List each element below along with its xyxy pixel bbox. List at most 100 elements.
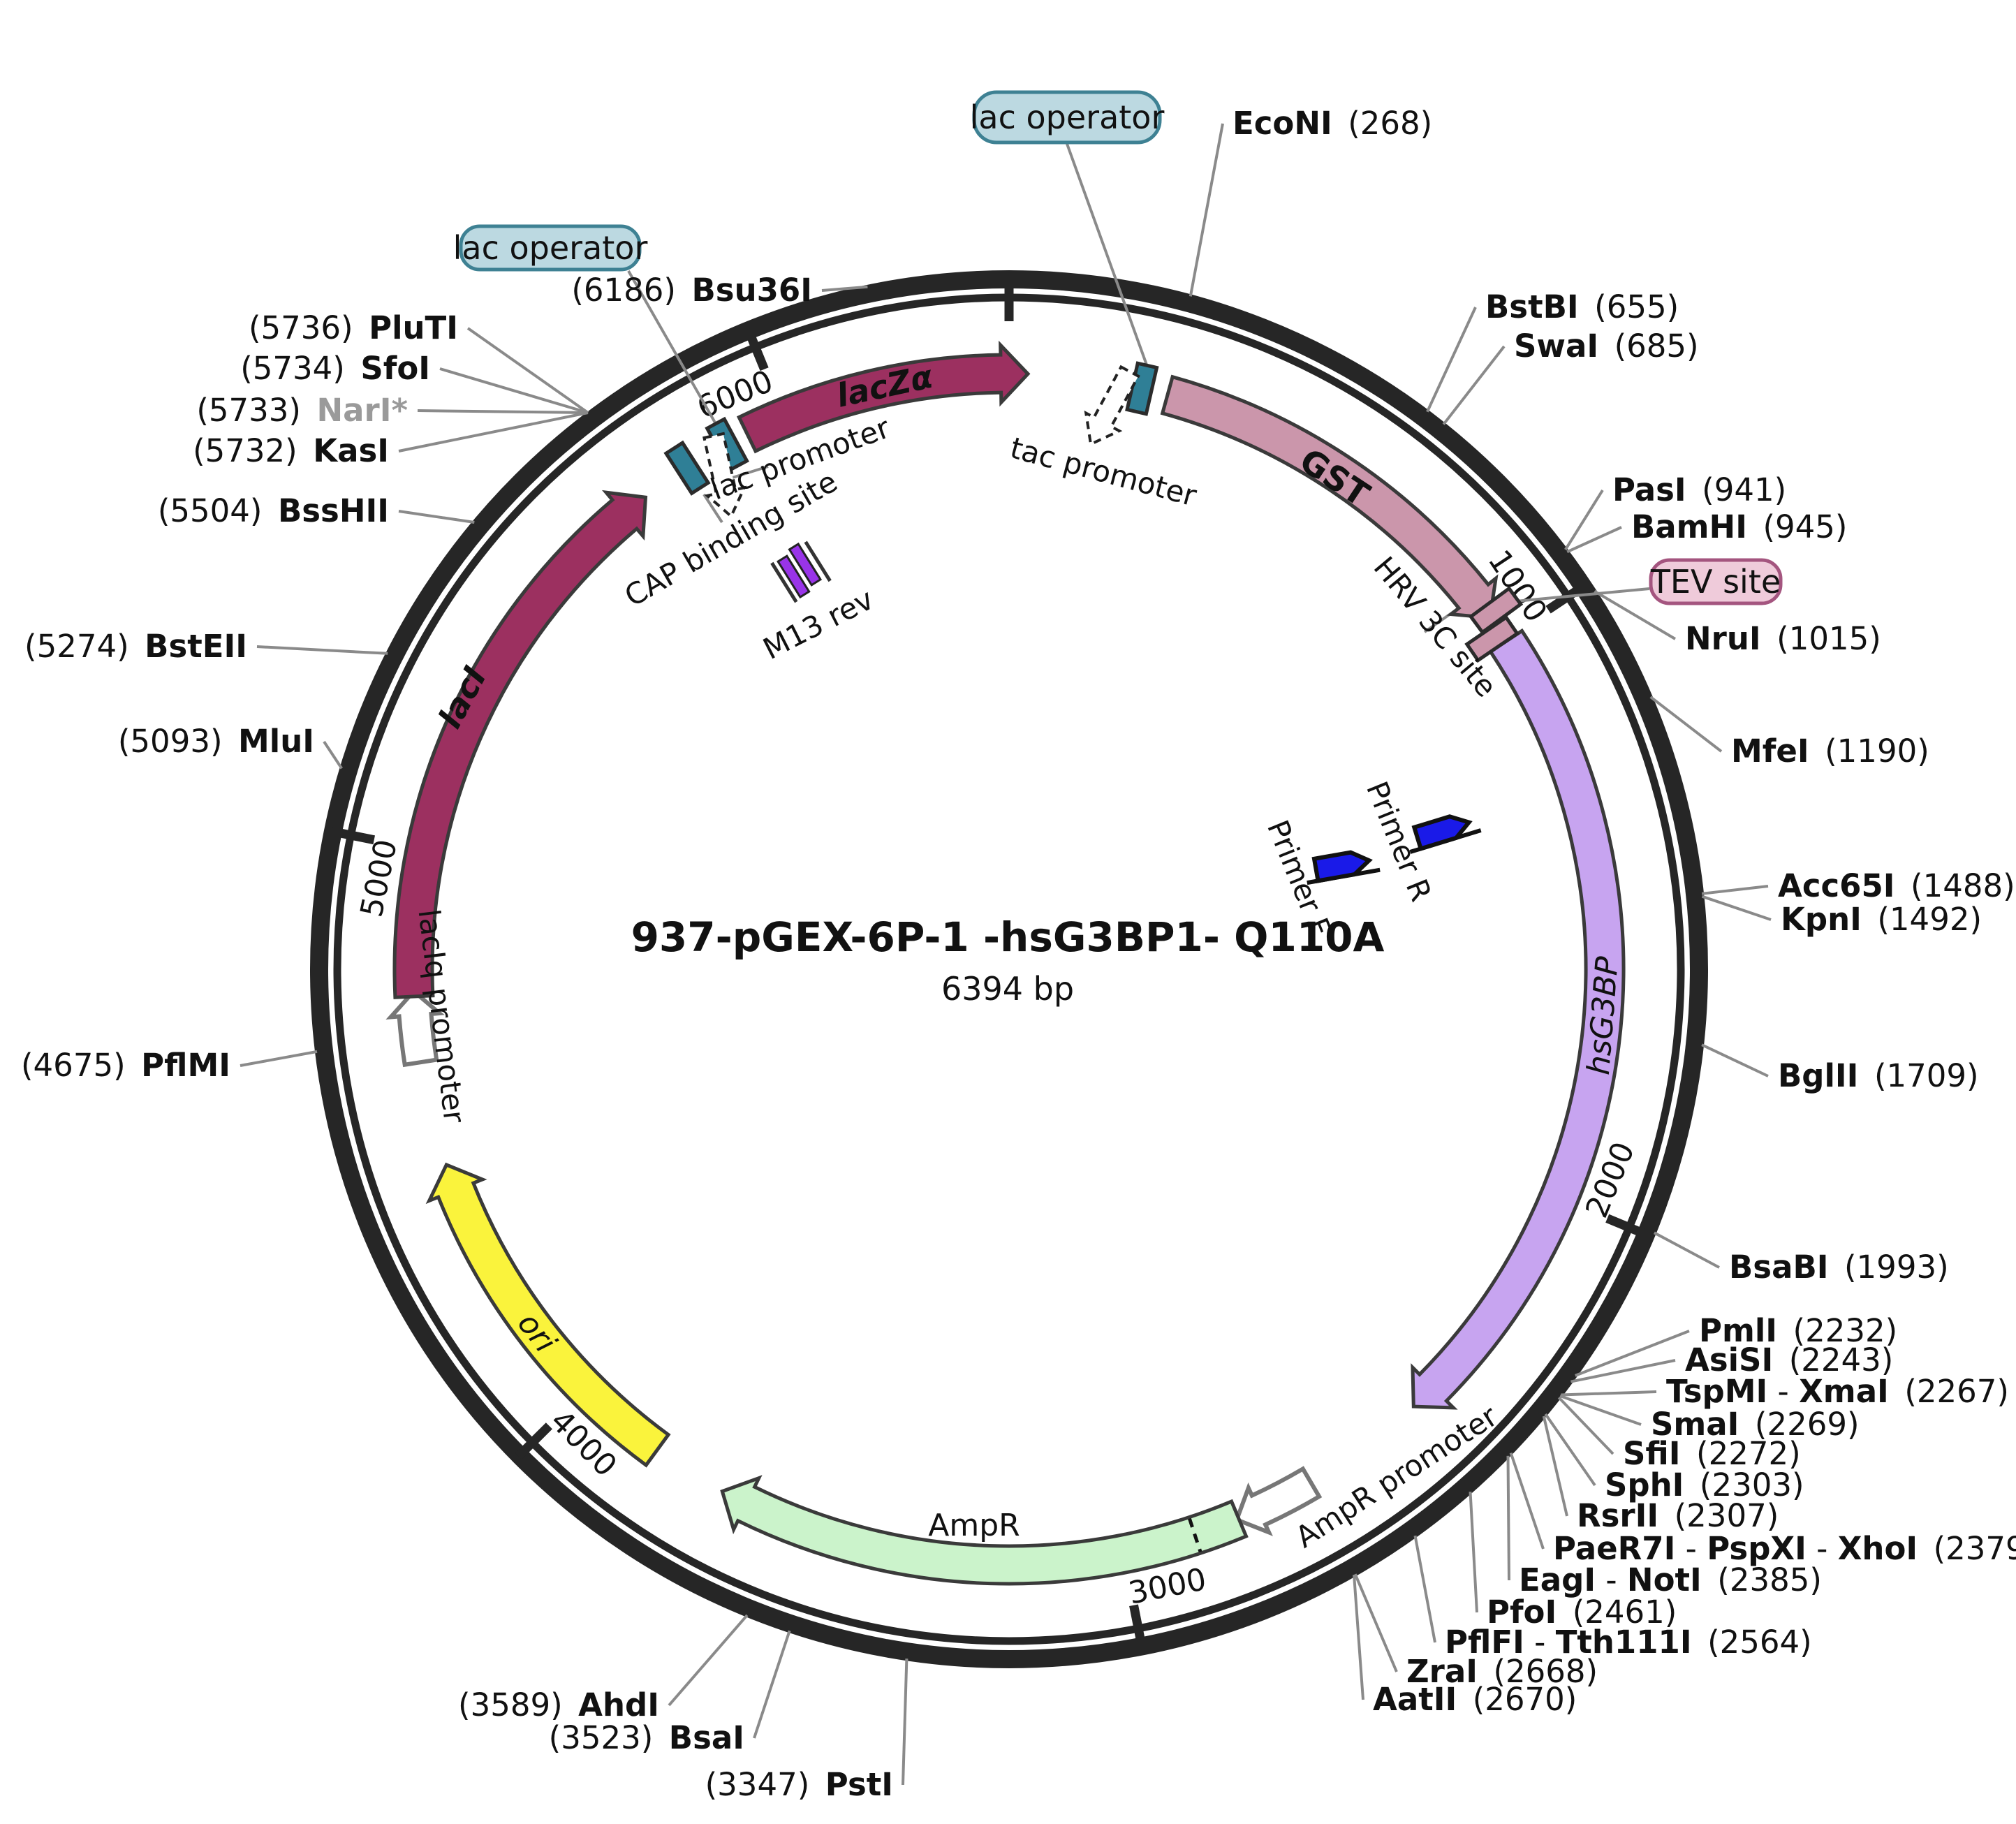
site-SmaI: SmaI (2269) [1651, 1406, 1860, 1443]
site-SfiI: SfiI (2272) [1623, 1435, 1801, 1472]
feature-lacZa [736, 340, 1031, 454]
site-EagINotI: EagI - NotI (2385) [1519, 1561, 1822, 1598]
site-PasI: PasI (941) [1612, 471, 1786, 508]
badge-label: TEV site [1650, 563, 1781, 601]
site-Acc65I: Acc65I (1488) [1778, 867, 2015, 904]
leader-line [1506, 1455, 1510, 1581]
site-SphI: SphI (2303) [1605, 1466, 1804, 1503]
site-AsiSI: AsiSI (2243) [1685, 1341, 1893, 1378]
badge-TEV-site: TEV site [1649, 558, 1783, 605]
cap-binding-stub [702, 493, 723, 524]
site-BssHII: (5504) BssHII [158, 492, 389, 529]
leader-line [417, 409, 589, 414]
leader-line [439, 367, 589, 414]
site-BsaI: (3523) BsaI [549, 1719, 744, 1756]
badge-leader [1066, 143, 1149, 367]
leader-line [1469, 1492, 1478, 1613]
tick-3000 [1129, 1604, 1147, 1649]
badge-label: lac operator [970, 98, 1165, 136]
site-labels: (6186) Bsu36I (5736) PluTI (5734) SfoI (… [21, 105, 2016, 1803]
site-BstBI: BstBI (655) [1485, 288, 1679, 325]
plasmid-size: 6394 bp [941, 970, 1074, 1008]
site-NarI: (5733) NarI* [196, 392, 408, 429]
leader-line [1413, 1535, 1436, 1643]
badge-leader [1506, 587, 1650, 604]
leader-line [1442, 345, 1506, 425]
ampr-signal-peptide-dash [1188, 1517, 1202, 1552]
leader-line [668, 1614, 749, 1707]
leader-line [1594, 589, 1677, 640]
site-BsaBI: BsaBI (1993) [1729, 1249, 1949, 1286]
site-PaeR7IPspXIXhoI: PaeR7I - PspXI - XhoI (2379) [1553, 1530, 2016, 1567]
leader-line [1559, 1395, 1642, 1426]
feature-lacI [392, 490, 648, 999]
leader-line [1649, 696, 1723, 753]
leader-line [1575, 1330, 1690, 1377]
plasmid-title-block: 937-pGEX-6P-1 -hsG3BP1- Q110A 6394 bp [631, 913, 1385, 1008]
site-NruI: NruI (1015) [1685, 620, 1881, 657]
badge-lac-operator-left: lac operator [453, 224, 648, 272]
badge-label: lac operator [453, 229, 648, 267]
tick-5000 [330, 827, 375, 845]
lac-promoter-glyph [702, 432, 747, 519]
site-KasI: (5732) KasI [193, 432, 389, 469]
badge-lac-operator-top: lac operator [970, 90, 1165, 145]
leader-line [466, 327, 589, 414]
leader-line [1557, 1396, 1614, 1455]
site-PstI: (3347) PstI [705, 1766, 893, 1803]
leader-line [1426, 307, 1477, 413]
site-PluTI: (5736) PluTI [249, 309, 458, 346]
leader-line [398, 510, 475, 524]
leader-lines [240, 123, 1772, 1786]
site-AhdI: (3589) AhdI [458, 1686, 659, 1723]
lacIq-promoter-arrow [385, 988, 445, 1068]
leader-line [1353, 1573, 1398, 1672]
tick-6000 [744, 327, 769, 372]
m13-rev-glyph [770, 540, 832, 603]
site-AatII: AatII (2670) [1373, 1681, 1577, 1718]
leader-line [821, 285, 868, 292]
CAP-binding-site-box [663, 440, 711, 496]
feature-ori [425, 1162, 671, 1468]
site-EcoNI: EcoNI (268) [1233, 105, 1432, 142]
leader-line [902, 1658, 908, 1786]
site-MluI: (5093) MluI [118, 723, 314, 760]
HRV-3C-site-box [1464, 615, 1520, 663]
tick-2000 [1605, 1214, 1649, 1240]
site-TspMIXmaI: TspMI - XmaI (2267) [1666, 1373, 2009, 1410]
leader-line [1570, 1359, 1676, 1383]
leader-line [1701, 885, 1769, 895]
leader-line [1566, 526, 1622, 554]
site-ZraI: ZraI (2668) [1406, 1653, 1598, 1690]
badge-leader [627, 270, 718, 425]
leader-line [1509, 1452, 1545, 1550]
site-PflMI: (4675) PflMI [21, 1047, 230, 1084]
site-KpnI: KpnI (1492) [1781, 901, 1982, 938]
site-Bsu36I: (6186) Bsu36I [571, 272, 812, 309]
tac-promoter-label: tac promoter [1007, 430, 1201, 513]
AmpR-promoter-arrow [1234, 1466, 1323, 1536]
m13-rev-label: M13 rev [758, 582, 879, 666]
site-PflFITth111I: PflFI - Tth111I (2564) [1445, 1624, 1812, 1661]
plasmid-title: 937-pGEX-6P-1 -hsG3BP1- Q110A [631, 913, 1385, 961]
leader-line [240, 1050, 318, 1067]
site-BstEII: (5274) BstEII [24, 628, 247, 665]
site-BglII: BglII (1709) [1778, 1057, 1979, 1094]
primer-r-arrow [1409, 814, 1482, 854]
feature-AmpR [720, 1475, 1249, 1586]
tick-4000 [515, 1422, 552, 1460]
leader-line [398, 411, 589, 453]
leader-line [1189, 123, 1224, 297]
feature-label-AmpR: AmpR [928, 1508, 1020, 1543]
leader-line [1564, 489, 1604, 551]
leader-line [256, 645, 388, 655]
leader-line [1544, 1413, 1596, 1487]
site-RsrII: RsrII (2307) [1577, 1497, 1779, 1534]
site-PmlI: PmlI (2232) [1699, 1312, 1897, 1349]
leader-line [753, 1630, 791, 1739]
leader-line [323, 740, 343, 770]
leader-line [1701, 1043, 1769, 1078]
site-MfeI: MfeI (1190) [1731, 733, 1929, 770]
